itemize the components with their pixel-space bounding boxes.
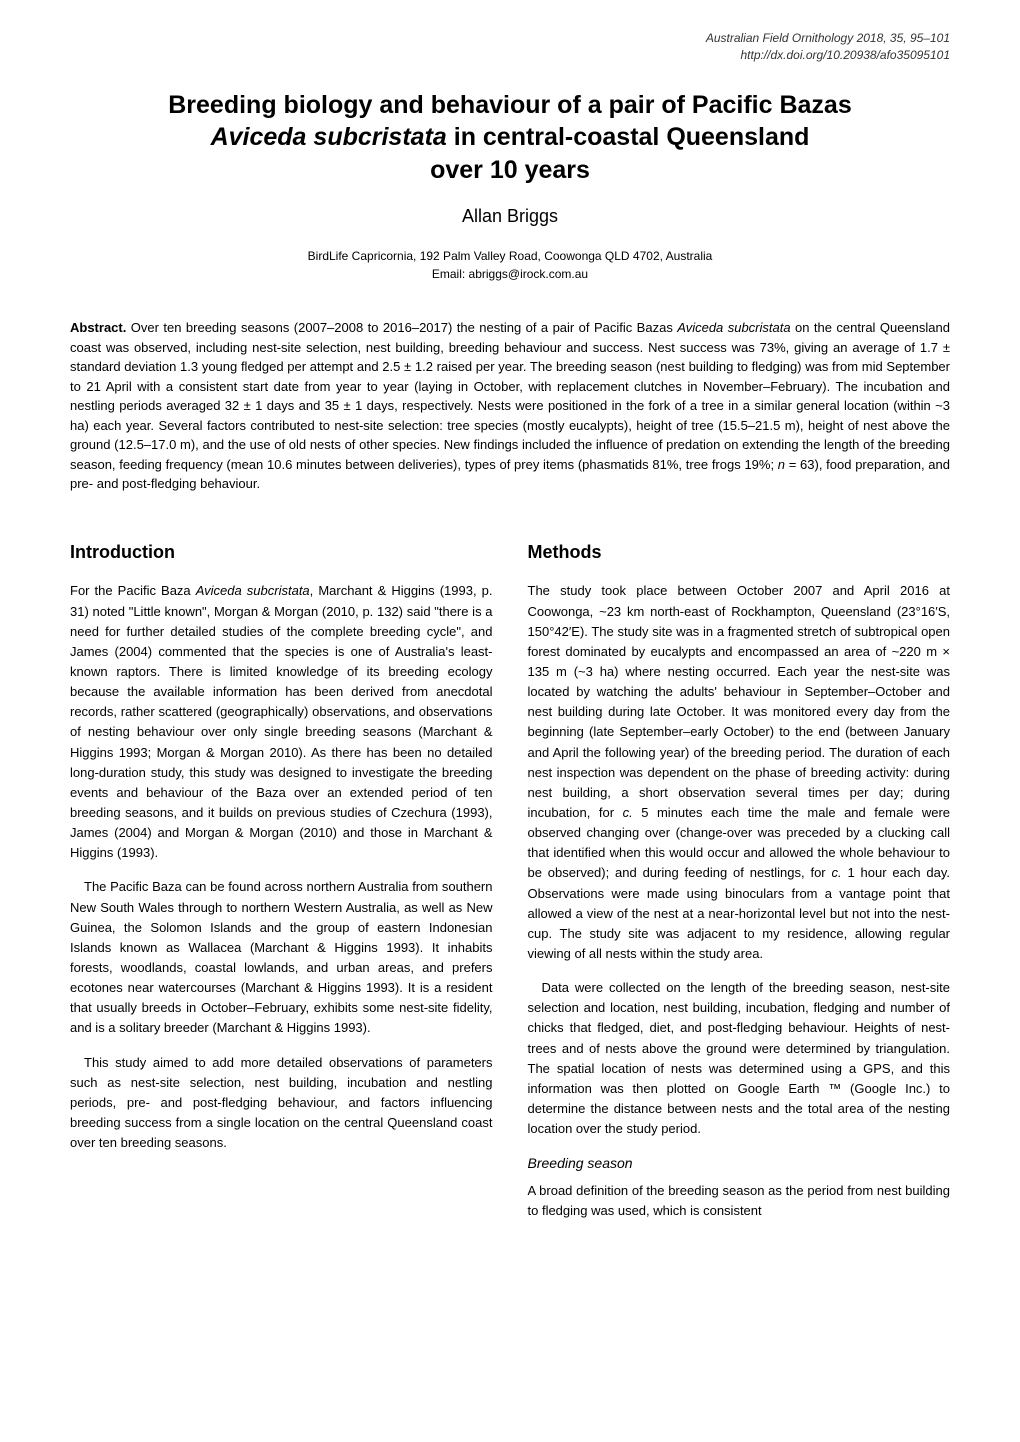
abstract-italic-1: Aviceda subcristata bbox=[677, 320, 790, 335]
intro-p1-italic-1: Aviceda subcristata bbox=[196, 583, 310, 598]
title-line2-italic: Aviceda subcristata bbox=[211, 123, 447, 151]
affiliation-line2: Email: abriggs@irock.com.au bbox=[432, 267, 588, 281]
section-heading-methods: Methods bbox=[528, 539, 951, 567]
intro-paragraph-3: This study aimed to add more detailed ob… bbox=[70, 1053, 493, 1154]
methods-paragraph-2: Data were collected on the length of the… bbox=[528, 978, 951, 1139]
subsection-heading-breeding-season: Breeding season bbox=[528, 1153, 951, 1175]
methods-p1-italic-2: c. bbox=[831, 865, 841, 880]
intro-p1-text-1: For the Pacific Baza bbox=[70, 583, 196, 598]
right-column: Methods The study took place between Oct… bbox=[528, 539, 951, 1222]
left-column: Introduction For the Pacific Baza Aviced… bbox=[70, 539, 493, 1222]
affiliation-line1: BirdLife Capricornia, 192 Palm Valley Ro… bbox=[308, 249, 713, 263]
journal-header: Australian Field Ornithology 2018, 35, 9… bbox=[70, 30, 950, 64]
intro-paragraph-1: For the Pacific Baza Aviceda subcristata… bbox=[70, 581, 493, 863]
two-column-body: Introduction For the Pacific Baza Aviced… bbox=[70, 539, 950, 1222]
author-affiliation: BirdLife Capricornia, 192 Palm Valley Ro… bbox=[70, 247, 950, 283]
abstract-text-1: Over ten breeding seasons (2007–2008 to … bbox=[126, 320, 677, 335]
journal-line: Australian Field Ornithology 2018, 35, 9… bbox=[706, 31, 950, 45]
methods-p1-text-1: The study took place between October 200… bbox=[528, 583, 951, 820]
abstract-label: Abstract. bbox=[70, 320, 126, 335]
methods-p1-italic-1: c. bbox=[623, 805, 633, 820]
intro-paragraph-2: The Pacific Baza can be found across nor… bbox=[70, 877, 493, 1038]
abstract-italic-2: n bbox=[778, 457, 785, 472]
methods-paragraph-1: The study took place between October 200… bbox=[528, 581, 951, 964]
section-heading-introduction: Introduction bbox=[70, 539, 493, 567]
article-title: Breeding biology and behaviour of a pair… bbox=[70, 89, 950, 187]
doi-line: http://dx.doi.org/10.20938/afo35095101 bbox=[740, 48, 950, 62]
title-line2-rest: in central-coastal Queensland bbox=[447, 123, 810, 151]
abstract-block: Abstract. Over ten breeding seasons (200… bbox=[70, 318, 950, 494]
title-line1: Breeding biology and behaviour of a pair… bbox=[168, 91, 851, 119]
intro-p1-text-2: , Marchant & Higgins (1993, p. 31) noted… bbox=[70, 583, 493, 860]
abstract-text-2: on the central Queensland coast was obse… bbox=[70, 320, 950, 472]
methods-paragraph-3: A broad definition of the breeding seaso… bbox=[528, 1181, 951, 1221]
title-line3: over 10 years bbox=[430, 156, 590, 184]
author-name: Allan Briggs bbox=[70, 206, 950, 227]
